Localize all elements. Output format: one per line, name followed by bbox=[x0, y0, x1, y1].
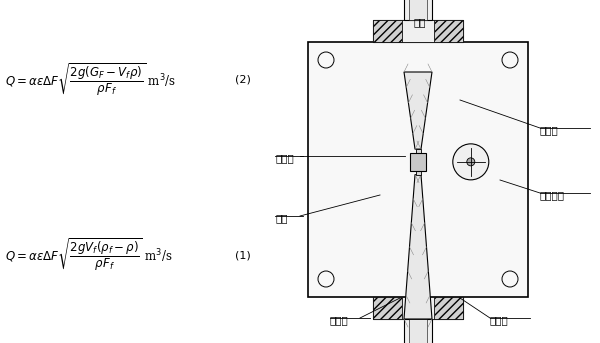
Text: 测量管: 测量管 bbox=[490, 315, 509, 325]
Bar bbox=[373, 20, 463, 42]
Bar bbox=[373, 297, 402, 319]
Circle shape bbox=[502, 52, 518, 68]
Polygon shape bbox=[404, 72, 432, 149]
Bar bbox=[434, 297, 463, 319]
Text: 显示器: 显示器 bbox=[330, 315, 349, 325]
Text: $Q = \alpha\varepsilon\Delta F\sqrt{\dfrac{2gV_f(\rho_f-\rho)}{\rho F_f}}$ m$^3$: $Q = \alpha\varepsilon\Delta F\sqrt{\dfr… bbox=[5, 237, 173, 273]
Bar bbox=[415, 149, 421, 175]
Bar bbox=[402, 297, 434, 319]
Bar bbox=[409, 319, 427, 343]
Polygon shape bbox=[404, 175, 432, 319]
Bar bbox=[373, 20, 402, 42]
Text: 平面: 平面 bbox=[414, 17, 426, 27]
Bar bbox=[410, 153, 426, 171]
Bar bbox=[409, 0, 427, 20]
Text: (1): (1) bbox=[235, 250, 251, 260]
Circle shape bbox=[318, 52, 334, 68]
Bar bbox=[402, 20, 434, 42]
Bar bbox=[404, 0, 432, 20]
Circle shape bbox=[467, 158, 475, 166]
Text: (2): (2) bbox=[235, 75, 251, 85]
Text: 导向管: 导向管 bbox=[275, 153, 294, 163]
Circle shape bbox=[453, 144, 489, 180]
Text: $Q = \alpha\varepsilon\Delta F\sqrt{\dfrac{2g(G_F-V_f\rho)}{\rho F_f}}$ m$^3$/s: $Q = \alpha\varepsilon\Delta F\sqrt{\dfr… bbox=[5, 62, 176, 98]
Text: 浮子: 浮子 bbox=[275, 213, 287, 223]
Bar bbox=[404, 319, 432, 343]
Bar bbox=[434, 20, 463, 42]
Circle shape bbox=[318, 271, 334, 287]
Bar bbox=[373, 297, 463, 319]
Bar bbox=[308, 42, 528, 297]
Text: 随动系统: 随动系统 bbox=[540, 190, 565, 200]
Text: 锥形管: 锥形管 bbox=[540, 125, 559, 135]
Circle shape bbox=[502, 271, 518, 287]
Bar bbox=[316, 50, 520, 289]
